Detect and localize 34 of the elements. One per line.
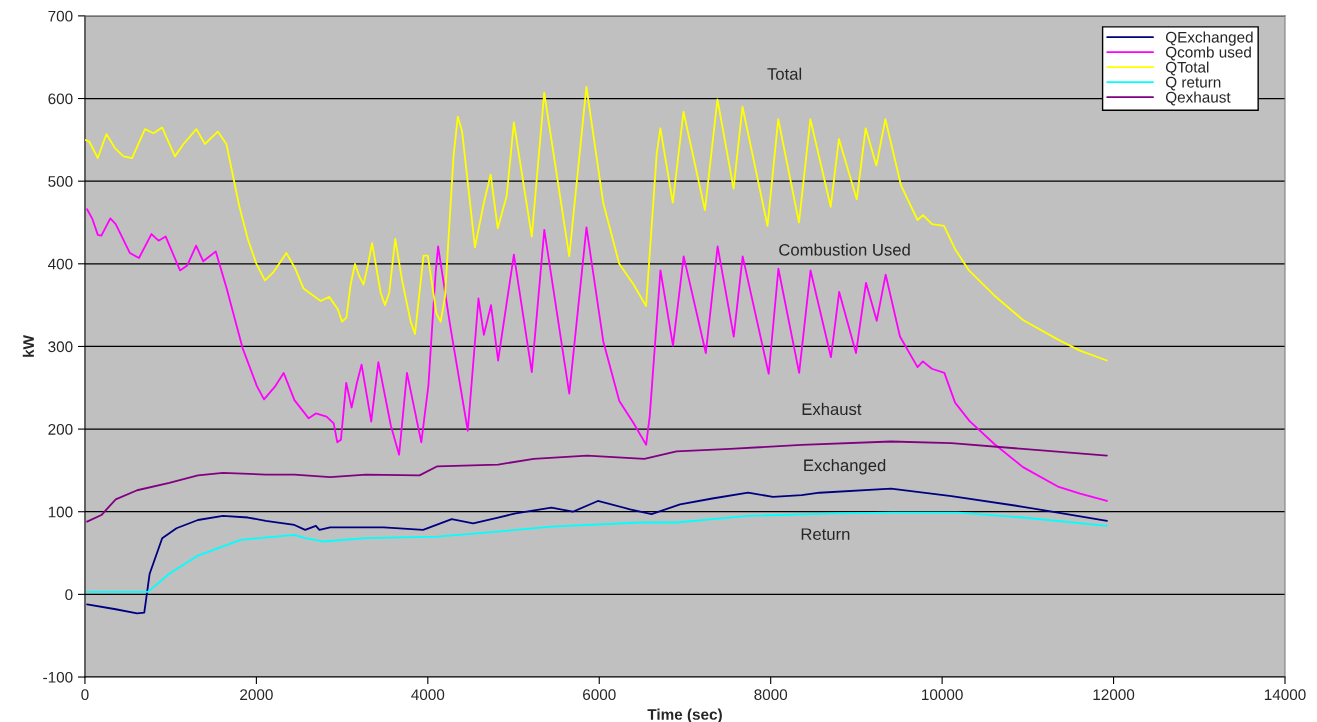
x-tick-label: 6000 — [583, 689, 616, 701]
y-tick-label: 500 — [48, 176, 73, 187]
y-tick-label: 400 — [48, 258, 73, 270]
y-tick-label: 200 — [48, 423, 73, 435]
legend-label: QExchanged — [1165, 31, 1253, 46]
annotation: Exchanged — [804, 459, 886, 475]
x-tick-label: 10000 — [922, 689, 963, 701]
x-tick-label: 8000 — [754, 689, 788, 701]
y-axis-title: kW — [22, 335, 34, 357]
x-axis-title: Time (sec) — [647, 708, 722, 722]
y-tick-label: 300 — [48, 341, 73, 353]
x-tick-label: 12000 — [1093, 689, 1135, 701]
annotation: Return — [801, 528, 850, 541]
legend-label: Qexhaust — [1165, 91, 1231, 106]
line-series — [84, 86, 1108, 362]
line-series — [86, 487, 1108, 615]
y-tick-label: 600 — [48, 93, 73, 105]
legend-label: Q return — [1165, 76, 1221, 91]
x-tick-label: 2000 — [240, 689, 273, 701]
annotation: Total — [767, 67, 802, 80]
annotation: Combustion Used — [779, 243, 910, 256]
legend-label: Qcomb used — [1165, 46, 1251, 61]
y-tick-label: 700 — [48, 10, 73, 22]
line-series — [86, 511, 1108, 593]
legend-label: QTotal — [1165, 61, 1209, 76]
annotation: Exhaust — [802, 402, 862, 416]
y-tick-label: 100 — [48, 506, 73, 518]
x-tick-label: 4000 — [411, 689, 445, 701]
line-series — [86, 440, 1108, 523]
x-tick-label: 0 — [81, 689, 89, 701]
y-tick-label: 0 — [65, 589, 73, 601]
line-series — [86, 208, 1108, 502]
y-tick-label: -100 — [43, 671, 73, 683]
x-tick-label: 14000 — [1264, 689, 1306, 701]
